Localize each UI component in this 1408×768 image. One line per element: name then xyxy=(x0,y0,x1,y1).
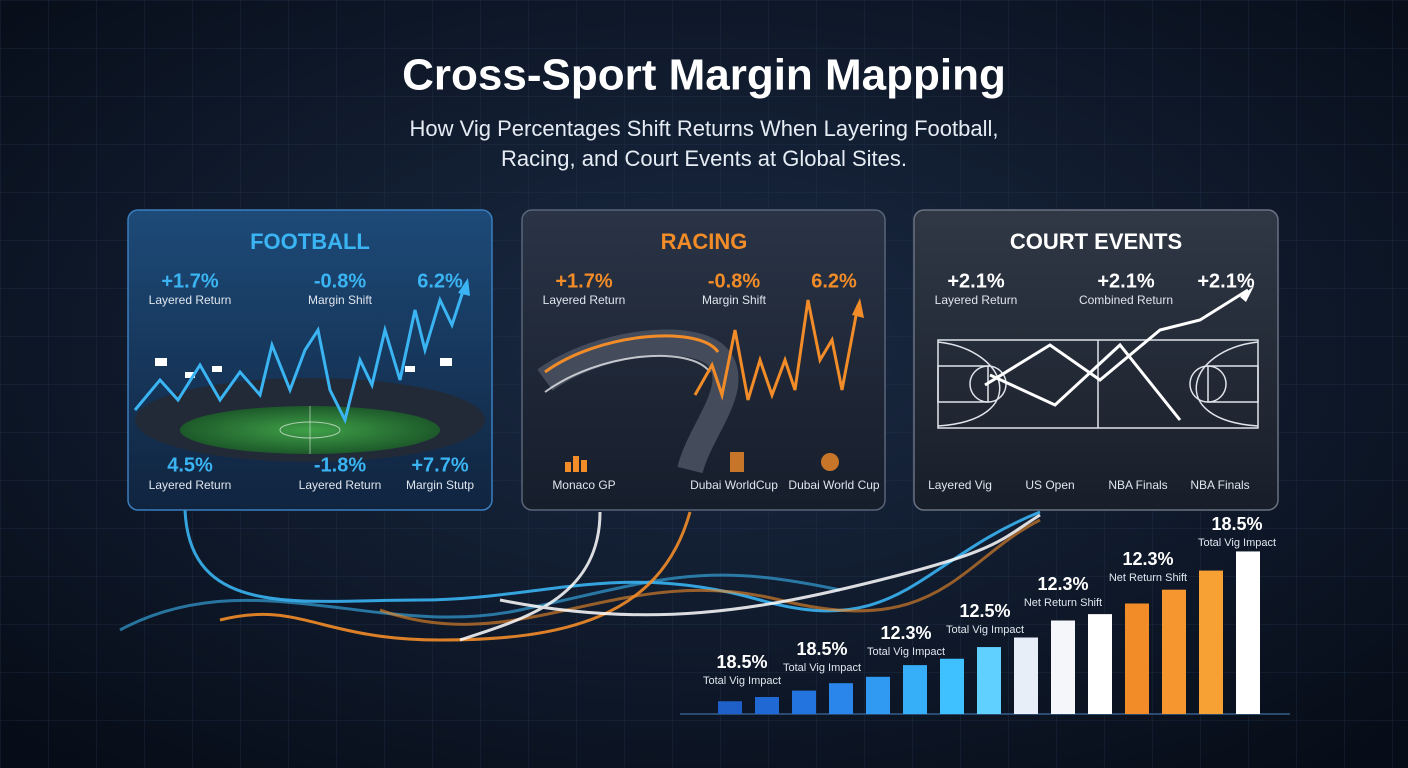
impact-bar xyxy=(792,690,816,714)
stat-label: Margin Shift xyxy=(308,293,373,307)
annotation-value: 12.3% xyxy=(880,623,931,643)
impact-bar xyxy=(903,665,927,714)
stat-value: +1.7% xyxy=(161,270,218,292)
arrow xyxy=(852,298,864,318)
panel-title: COURT EVENTS xyxy=(1010,229,1182,254)
racing-line xyxy=(693,299,860,401)
arrow xyxy=(458,278,470,296)
arrow xyxy=(1240,286,1254,302)
annotation-label: Total Vig Impact xyxy=(783,662,861,674)
impact-bar xyxy=(1051,620,1075,714)
annotation-label: Total Vig Impact xyxy=(703,675,781,687)
stat-value: 6.2% xyxy=(417,270,463,292)
title: Cross-Sport Margin Mapping xyxy=(402,51,1006,100)
icons xyxy=(565,452,839,472)
subtitle: Racing, and Court Events at Global Sites… xyxy=(501,146,907,171)
stat-value: +1.7% xyxy=(555,270,612,292)
impact-bar xyxy=(977,647,1001,714)
annotation-label: Total Vig Impact xyxy=(946,624,1024,636)
stat-value: 6.2% xyxy=(811,270,857,292)
impact-bar xyxy=(755,697,779,714)
stat-value: +2.1% xyxy=(1097,270,1154,292)
annotation-value: 18.5% xyxy=(716,652,767,672)
stat-label: Layered Return xyxy=(543,293,626,307)
annotation-label: Total Vig Impact xyxy=(867,646,945,658)
impact-bar xyxy=(1014,637,1038,714)
stat-label: NBA Finals xyxy=(1108,478,1167,492)
stat-label: Layered Vig xyxy=(928,478,992,492)
annotation-value: 12.3% xyxy=(1037,574,1088,594)
impact-bar xyxy=(1162,589,1186,714)
court-line xyxy=(989,342,1182,421)
impact-bar xyxy=(718,701,742,714)
stat-value: +2.1% xyxy=(947,270,1004,292)
annotation-value: 18.5% xyxy=(796,639,847,659)
impact-bar xyxy=(1125,603,1149,714)
impact-bar xyxy=(1236,551,1260,714)
stat-label: Dubai WorldCup xyxy=(690,478,778,492)
stat-value: -0.8% xyxy=(314,270,366,292)
stat-label: Layered Return xyxy=(299,478,382,492)
annotation-value: 18.5% xyxy=(1211,514,1262,534)
track xyxy=(537,329,739,474)
flow-lines xyxy=(119,509,1041,642)
stat-label: Layered Return xyxy=(935,293,1018,307)
stat-label: Layered Return xyxy=(149,293,232,307)
annotation-label: Total Vig Impact xyxy=(1198,537,1276,549)
stat-label: Layered Return xyxy=(149,478,232,492)
stat-label: US Open xyxy=(1025,478,1074,492)
stat-value: +7.7% xyxy=(411,454,468,476)
stat-label: Monaco GP xyxy=(552,478,615,492)
annotation-label: Net Return Shift xyxy=(1024,597,1102,609)
stat-value: 4.5% xyxy=(167,454,213,476)
stat-label: NBA Finals xyxy=(1190,478,1249,492)
impact-bar xyxy=(940,658,964,714)
stat-label: Margin Stutp xyxy=(406,478,474,492)
stat-value: -1.8% xyxy=(314,454,366,476)
panel-title: RACING xyxy=(661,229,748,254)
panel-title: FOOTBALL xyxy=(250,229,370,254)
impact-bar xyxy=(866,676,890,714)
stat-value: +2.1% xyxy=(1197,270,1254,292)
court-line xyxy=(984,288,1249,387)
stat-label: Dubai World Cup xyxy=(788,478,879,492)
annotation-value: 12.5% xyxy=(959,601,1010,621)
annotation-label: Net Return Shift xyxy=(1109,572,1187,584)
impact-bar xyxy=(1199,570,1223,714)
stat-label: Margin Shift xyxy=(702,293,767,307)
impact-bar xyxy=(1088,614,1112,714)
stat-label: Combined Return xyxy=(1079,293,1173,307)
card-court xyxy=(913,209,1279,511)
subtitle: How Vig Percentages Shift Returns When L… xyxy=(409,116,998,141)
football-line xyxy=(133,284,467,425)
annotation-value: 12.3% xyxy=(1122,549,1173,569)
impact-bar xyxy=(829,683,853,714)
stat-value: -0.8% xyxy=(708,270,760,292)
